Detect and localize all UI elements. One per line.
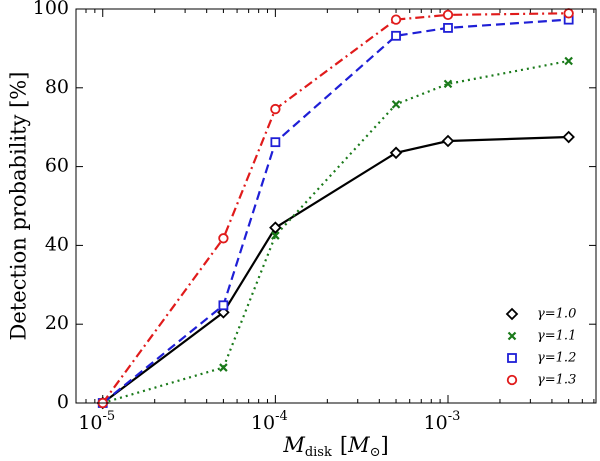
y-tick-label: 20 bbox=[45, 312, 69, 334]
diamond-marker bbox=[505, 307, 519, 321]
y-tick-label: 100 bbox=[33, 0, 69, 19]
x-marker bbox=[564, 56, 573, 66]
series-layer bbox=[96, 8, 575, 410]
x-marker bbox=[443, 79, 453, 89]
plot-frame bbox=[75, 8, 597, 404]
x-tick-label: 10-4 bbox=[251, 409, 288, 434]
series-line bbox=[102, 135, 569, 404]
legend-entry: γ=1.0 bbox=[505, 307, 576, 322]
square-marker bbox=[391, 30, 401, 41]
legend-label: γ=1.0 bbox=[537, 307, 576, 322]
x-marker bbox=[271, 231, 280, 240]
y-axis-label: Detection probability [%] bbox=[7, 72, 31, 341]
legend-label: γ=1.2 bbox=[537, 351, 576, 366]
plot-area bbox=[76, 9, 596, 403]
tick-labels: 0 20 40 60 80 100 10-5 10-4 10-3 bbox=[33, 0, 461, 434]
circle-marker bbox=[563, 8, 574, 19]
diamond-marker bbox=[269, 221, 282, 234]
legend-label: γ=1.1 bbox=[537, 329, 576, 344]
series-line bbox=[101, 12, 569, 404]
y-tick-label: 80 bbox=[45, 76, 69, 98]
circle-marker bbox=[506, 374, 518, 386]
circle-marker bbox=[442, 9, 454, 21]
legend: γ=1.0 γ=1.1 γ=1.2 γ=1.3 bbox=[505, 307, 576, 388]
y-tick-label: 0 bbox=[57, 391, 69, 413]
x-axis-label: Mdisk [M⊙] bbox=[282, 433, 388, 460]
x-marker bbox=[507, 331, 517, 341]
circle-marker bbox=[218, 233, 229, 244]
circle-marker bbox=[270, 103, 281, 115]
x-marker bbox=[391, 100, 401, 109]
legend-label: γ=1.3 bbox=[537, 373, 576, 388]
diamond-marker bbox=[441, 134, 455, 148]
x-marker bbox=[219, 363, 228, 372]
series-line bbox=[102, 59, 569, 405]
series-line bbox=[102, 18, 569, 404]
square-marker bbox=[218, 300, 229, 311]
x-tick-label: 10-3 bbox=[424, 409, 461, 434]
series-γ=1.3 bbox=[97, 8, 574, 409]
x-tick-label: 10-5 bbox=[78, 409, 115, 434]
square-marker bbox=[507, 353, 517, 363]
y-tick-label: 60 bbox=[45, 155, 69, 177]
circle-marker bbox=[390, 14, 402, 25]
legend-entry: γ=1.1 bbox=[507, 329, 576, 344]
square-marker bbox=[443, 23, 453, 33]
series-γ=1.1 bbox=[98, 56, 573, 408]
square-marker bbox=[270, 137, 281, 148]
legend-entry: γ=1.2 bbox=[507, 351, 576, 366]
diamond-marker bbox=[562, 130, 575, 144]
diamond-marker bbox=[389, 146, 403, 160]
legend-entry: γ=1.3 bbox=[506, 373, 576, 388]
y-tick-label: 40 bbox=[45, 233, 69, 255]
